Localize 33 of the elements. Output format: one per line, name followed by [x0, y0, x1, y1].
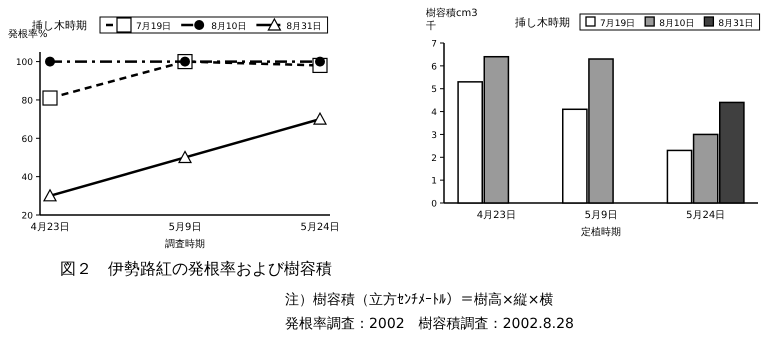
y-tick-label: 40 [22, 173, 34, 184]
y-axis-title: 樹容積cm3 千 [426, 7, 478, 32]
legend-label: 7月19日 [600, 19, 636, 29]
y-tick-label: 4 [431, 108, 438, 118]
x-tick-label: 4月23日 [476, 210, 516, 221]
x-tick-label: 5月24日 [300, 222, 340, 233]
y-tick-label: 2 [431, 154, 437, 164]
x-tick-label: 5月9日 [584, 210, 618, 221]
y-tick-label: 3 [431, 130, 437, 141]
y-tick-label: 6 [431, 62, 438, 72]
legend-title: 挿し木時期 [515, 16, 570, 29]
y-tick-label: 20 [22, 212, 34, 222]
legend-label: 8月10日 [659, 19, 694, 29]
y-tick-label: 0 [431, 200, 438, 210]
legend-label: 8月31日 [718, 19, 754, 29]
y-tick-label: 100 [16, 58, 34, 68]
legend-label: 8月10日 [211, 22, 246, 32]
y-axis-title: 発根率% [8, 28, 48, 40]
y-tick-label: 5 [431, 85, 437, 96]
text: 注）樹容積（立方ｾﾝﾁﾒｰﾄﾙ）＝樹高×縦×横 [285, 292, 554, 308]
y-tick-label: 1 [431, 176, 437, 187]
y-tick-label: 80 [22, 96, 34, 106]
legend-label: 7月19日 [136, 22, 172, 32]
y-tick-label: 60 [22, 134, 34, 145]
x-tick-label: 5月9日 [168, 222, 202, 233]
x-tick-label: 4月23日 [30, 222, 70, 233]
y-tick-label: 7 [431, 40, 437, 50]
legend-label: 8月31日 [286, 22, 322, 32]
x-tick-label: 5月24日 [686, 210, 726, 221]
text: 発根率調査：2002 樹容積調査：2002.8.28 [285, 316, 574, 332]
x-axis-title: 調査時期 [165, 238, 205, 250]
caption: 図２ 伊勢路紅の発根率および樹容積 [60, 259, 332, 278]
x-axis-title: 定植時期 [581, 226, 621, 238]
